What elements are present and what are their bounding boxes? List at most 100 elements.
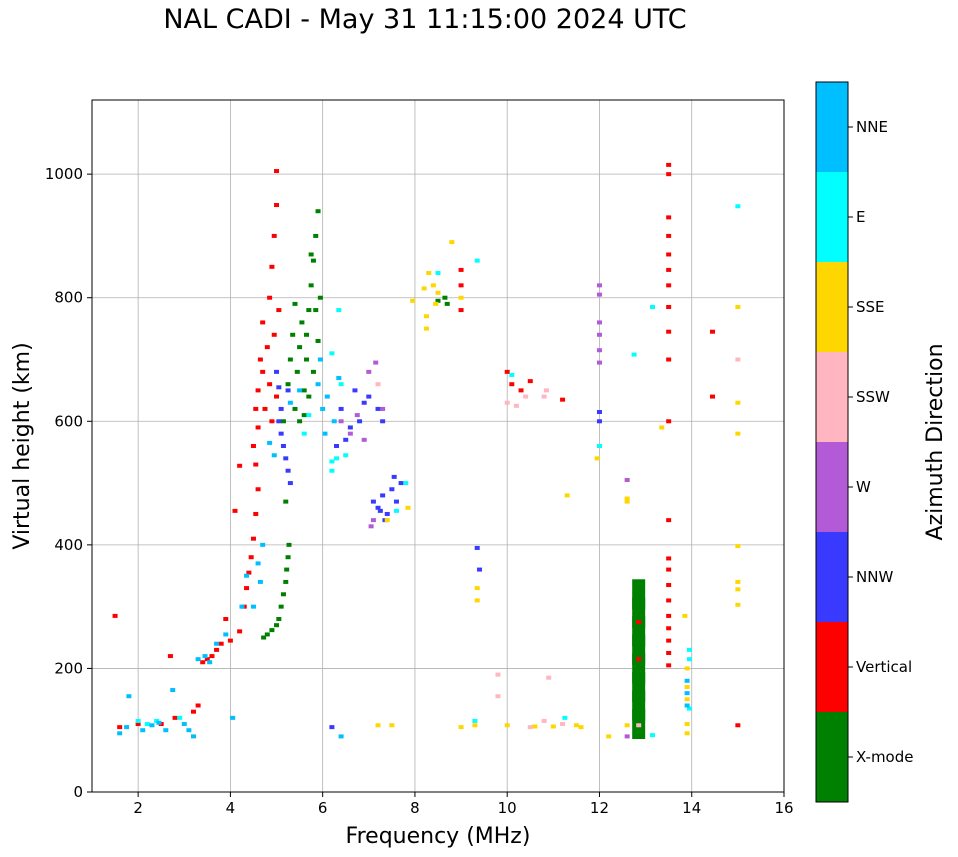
echo-point-vertical xyxy=(232,508,238,513)
colorbar-segment xyxy=(816,172,848,262)
echo-point-vertical xyxy=(666,172,672,177)
echo-point-x-mode xyxy=(286,542,292,547)
echo-point-nnw xyxy=(375,406,381,411)
echo-point-vertical xyxy=(172,715,178,720)
echo-point-e xyxy=(686,647,692,652)
echo-point-sse xyxy=(430,283,436,288)
echo-point-x-mode xyxy=(280,419,286,424)
echo-point-nne xyxy=(124,725,130,730)
echo-point-nne xyxy=(207,660,213,665)
echo-point-vertical xyxy=(666,598,672,603)
x-tick-label: 14 xyxy=(682,799,701,817)
echo-point-nnw xyxy=(278,406,284,411)
echo-point-vertical xyxy=(709,329,715,334)
echo-point-w xyxy=(624,477,630,482)
echo-point-x-mode xyxy=(304,357,310,362)
echo-point-e xyxy=(735,204,741,209)
echo-point-vertical xyxy=(269,264,275,269)
echo-point-e xyxy=(306,413,312,418)
echo-point-x-mode xyxy=(313,308,319,313)
echo-point-vertical xyxy=(255,425,261,430)
echo-point-ssw xyxy=(541,394,547,399)
echo-point-sse xyxy=(682,613,688,618)
echo-point-vertical xyxy=(271,332,277,337)
echo-point-x-mode xyxy=(280,592,286,597)
colorbar-category-label: NNE xyxy=(856,118,888,136)
echo-point-sse xyxy=(735,304,741,309)
echo-point-vertical xyxy=(666,638,672,643)
echo-point-nne xyxy=(181,722,187,727)
echo-point-vertical xyxy=(267,382,273,387)
echo-point-sse xyxy=(433,301,439,306)
echo-point-vertical xyxy=(504,369,510,374)
echo-point-sse xyxy=(606,734,612,739)
echo-point-vertical xyxy=(214,647,220,652)
echo-point-x-mode xyxy=(632,579,646,610)
echo-point-x-mode xyxy=(304,332,310,337)
echo-point-vertical xyxy=(218,641,224,646)
echo-point-sse xyxy=(504,723,510,728)
echo-point-x-mode xyxy=(308,252,314,257)
echo-point-vertical xyxy=(255,487,261,492)
echo-point-vertical xyxy=(636,657,642,662)
echo-point-nnw xyxy=(338,406,344,411)
echo-point-x-mode xyxy=(285,382,291,387)
echo-point-vertical xyxy=(666,626,672,631)
echo-point-nne xyxy=(320,406,326,411)
echo-point-e xyxy=(435,271,441,275)
echo-point-ssw xyxy=(546,675,552,680)
echo-point-nnw xyxy=(596,410,602,415)
echo-point-nnw xyxy=(596,419,602,424)
echo-point-vertical xyxy=(209,654,215,659)
echo-point-vertical xyxy=(666,613,672,618)
echo-point-sse xyxy=(435,290,441,295)
echo-point-nne xyxy=(186,728,192,733)
echo-point-vertical xyxy=(271,233,277,238)
echo-point-sse xyxy=(532,724,538,729)
echo-point-x-mode xyxy=(317,295,323,300)
echo-point-sse xyxy=(458,295,464,300)
echo-point-sse xyxy=(684,731,690,736)
echo-point-nnw xyxy=(343,437,349,442)
echo-point-vertical xyxy=(666,556,672,561)
echo-point-vertical xyxy=(237,629,243,634)
echo-point-x-mode xyxy=(315,338,321,343)
echo-point-vertical xyxy=(262,406,268,411)
echo-point-e xyxy=(509,372,515,377)
x-axis-label: Frequency (MHz) xyxy=(346,824,531,849)
echo-point-sse xyxy=(564,493,570,498)
echo-point-x-mode xyxy=(269,628,275,633)
echo-point-e xyxy=(177,715,183,720)
echo-point-nne xyxy=(271,453,277,458)
echo-point-ssw xyxy=(636,723,642,728)
echo-point-e xyxy=(686,706,692,711)
echo-point-nne xyxy=(315,382,321,387)
colorbar-category-label: NNW xyxy=(856,568,893,586)
echo-point-ssw xyxy=(504,400,510,405)
echo-point-nnw xyxy=(329,725,335,730)
echo-point-nnw xyxy=(361,400,367,405)
echo-point-vertical xyxy=(244,586,250,591)
echo-point-nnw xyxy=(287,481,293,486)
echo-point-nne xyxy=(214,641,220,646)
echo-point-sse xyxy=(624,499,630,504)
echo-point-vertical xyxy=(666,215,672,220)
echo-point-nne xyxy=(287,400,293,405)
echo-point-x-mode xyxy=(283,579,289,584)
echo-point-ssw xyxy=(513,403,519,408)
y-tick-label: 200 xyxy=(54,659,83,677)
echo-point-sse xyxy=(405,505,411,510)
echo-point-e xyxy=(686,657,692,662)
echo-point-vertical xyxy=(666,419,672,424)
echo-point-sse xyxy=(684,666,690,671)
echo-point-nnw xyxy=(285,468,291,473)
echo-point-e xyxy=(650,304,656,309)
echo-point-vertical xyxy=(223,617,229,621)
echo-point-x-mode xyxy=(442,295,448,300)
echo-point-vertical xyxy=(458,308,464,313)
echo-point-sse xyxy=(426,271,432,275)
echo-point-vertical xyxy=(666,650,672,655)
echo-point-w xyxy=(354,413,360,418)
echo-point-vertical xyxy=(250,444,256,448)
x-tick-label: 6 xyxy=(318,799,328,817)
